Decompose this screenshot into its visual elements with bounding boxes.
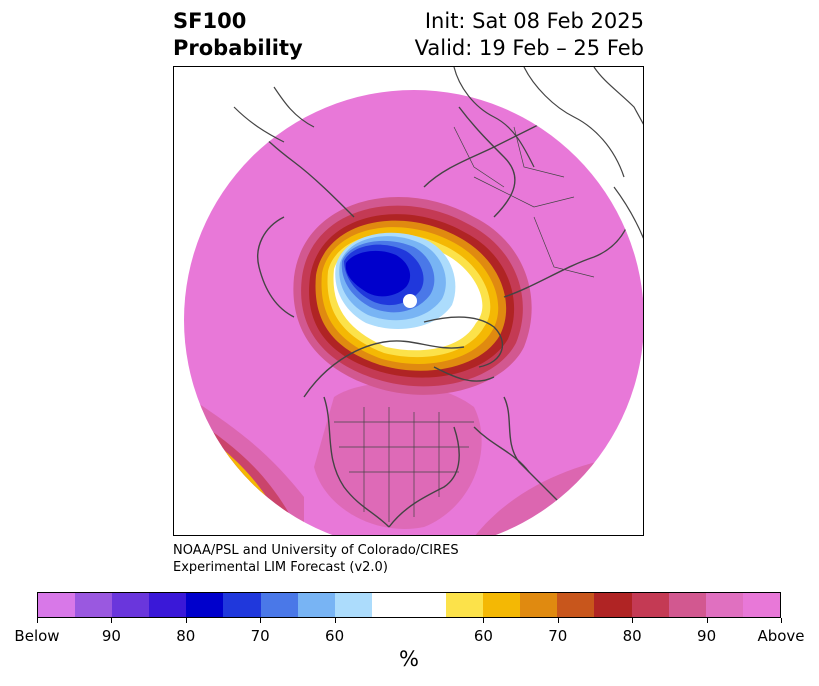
colorbar-tick-mark [632,618,634,623]
colorbar-segment [631,593,669,617]
colorbar-segment [334,593,372,617]
colorbar-tick-label: 60 [325,627,345,645]
colorbar-segment [38,593,76,617]
colorbar-tick-mark [557,618,559,623]
colorbar-segment [112,593,150,617]
colorbar-tick-mark [781,618,782,623]
title-line-1: SF100 [173,9,247,33]
colorbar-tick-label: 90 [101,627,121,645]
valid-range: Valid: 19 Feb – 25 Feb [414,36,644,60]
colorbar-segment [520,593,558,617]
colorbar-tick-mark [111,618,113,623]
colorbar-tick-mark [483,618,485,623]
title-line-2: Probability [173,36,303,60]
colorbar-segment [186,593,224,617]
colorbar-segment [149,593,187,617]
colorbar-segment [446,593,484,617]
colorbar-tick-label: 70 [548,627,568,645]
init-date: Init: Sat 08 Feb 2025 [424,9,644,33]
colorbar-segment [557,593,595,617]
colorbar-segment [371,593,447,617]
colorbar-tick-mark [260,618,262,623]
map-title: SF100 Probability [173,8,303,62]
colorbar-tick-mark [334,618,336,623]
credit-line-2: Experimental LIM Forecast (v2.0) [173,560,388,575]
probability-map [184,67,643,535]
colorbar-tick-label: 90 [697,627,717,645]
colorbar-segment [297,593,335,617]
colorbar-segment [223,593,261,617]
colorbar-segment [705,593,743,617]
credit-text: NOAA/PSL and University of Colorado/CIRE… [173,542,459,576]
colorbar-segment [260,593,298,617]
colorbar-segment [742,593,780,617]
colorbar-segment [668,593,706,617]
colorbar-tick-label: 60 [473,627,493,645]
colorbar-tick-mark [37,618,38,623]
colorbar-unit: % [399,647,419,671]
map-panel [173,66,644,536]
colorbar-segment [483,593,521,617]
colorbar-tick-mark [706,618,708,623]
colorbar-segment [594,593,632,617]
colorbar-tick-label: Above [757,627,805,645]
colorbar-tick-label: Below [14,627,60,645]
colorbar-tick-mark [185,618,187,623]
colorbar-tick-label: 80 [176,627,196,645]
colorbar-tick-label: 70 [250,627,270,645]
credit-line-1: NOAA/PSL and University of Colorado/CIRE… [173,543,459,558]
date-info: Init: Sat 08 Feb 2025 Valid: 19 Feb – 25… [415,8,644,62]
colorbar [37,592,781,618]
colorbar-tick-label: 80 [622,627,642,645]
colorbar-segment [75,593,113,617]
